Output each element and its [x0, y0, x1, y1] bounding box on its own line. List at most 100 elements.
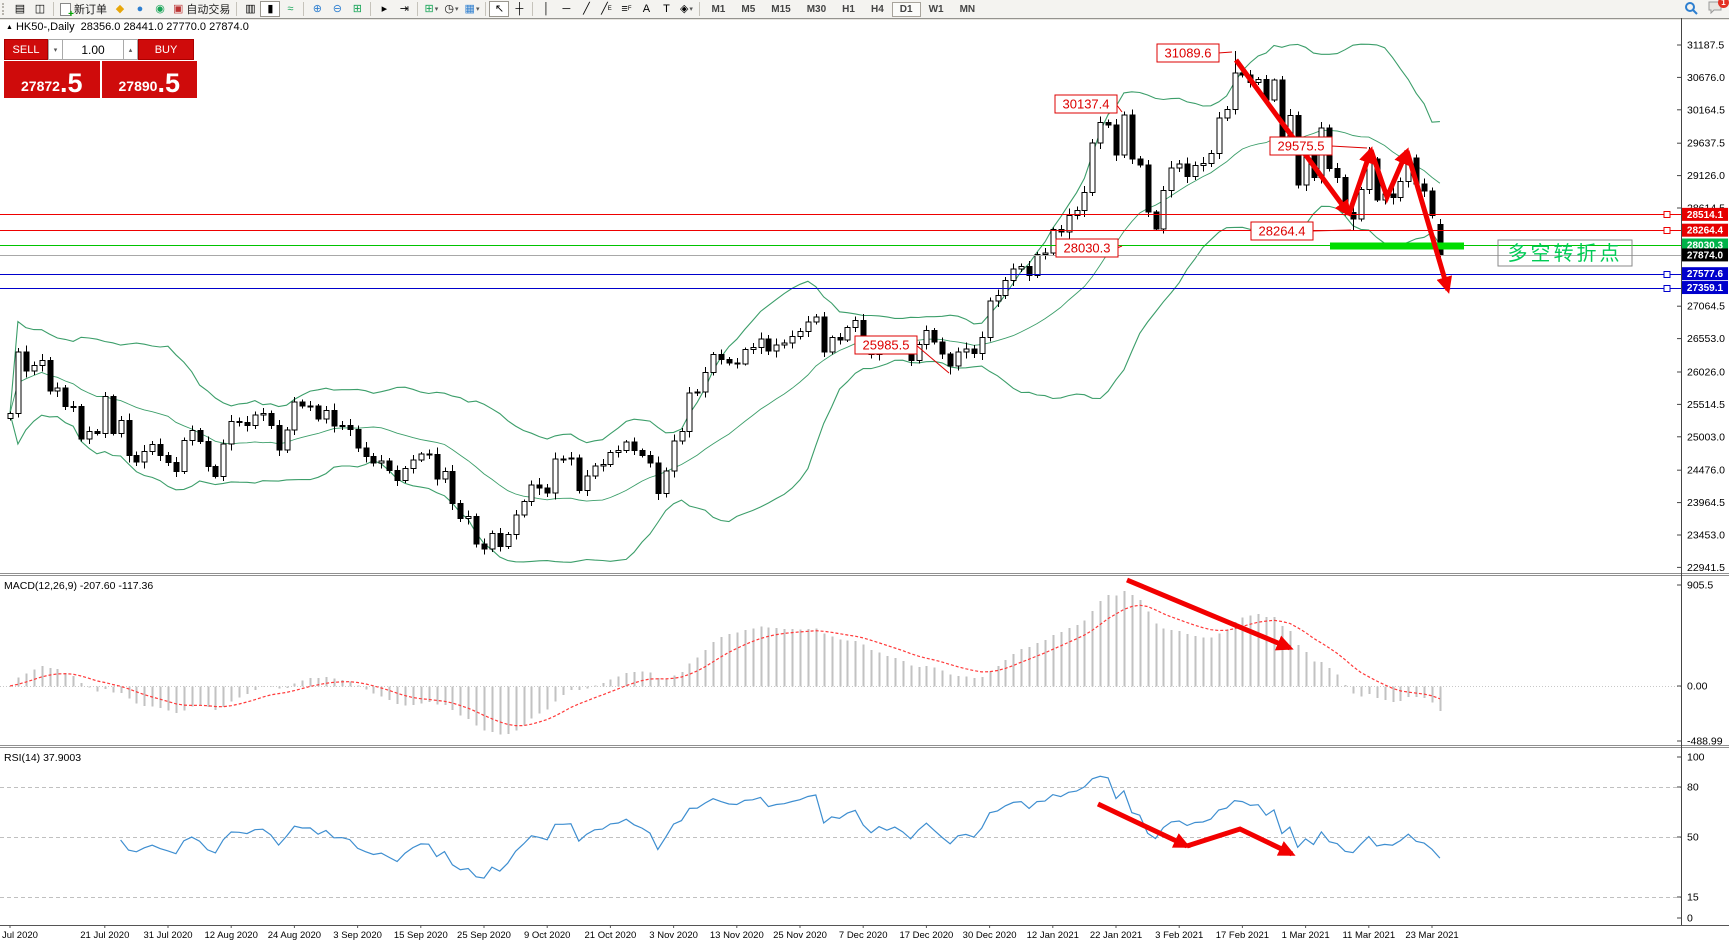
periodicity-button[interactable]: ◷ ▾	[441, 1, 461, 17]
svg-text:29637.5: 29637.5	[1687, 138, 1725, 150]
svg-text:28514.1: 28514.1	[1687, 210, 1724, 221]
timeframe-h4[interactable]: H4	[863, 2, 892, 17]
svg-text:22 Jan 2021: 22 Jan 2021	[1090, 930, 1142, 941]
crosshair-tool-icon[interactable]: ┼	[509, 1, 529, 17]
svg-text:0: 0	[1687, 913, 1693, 925]
svg-text:-488.99: -488.99	[1687, 736, 1723, 748]
rsi-label: RSI(14) 37.9003	[4, 752, 81, 764]
volume-input[interactable]	[63, 39, 123, 60]
toolbar-separator	[370, 2, 372, 16]
svg-text:25 Sep 2020: 25 Sep 2020	[457, 930, 511, 941]
svg-text:23 Mar 2021: 23 Mar 2021	[1405, 930, 1458, 941]
svg-text:24476.0: 24476.0	[1687, 465, 1725, 477]
svg-text:7 Dec 2020: 7 Dec 2020	[839, 930, 888, 941]
cursor-tool-icon[interactable]: ↖	[489, 1, 510, 17]
svg-text:80: 80	[1687, 782, 1699, 794]
support-zone-highlight	[1330, 242, 1464, 250]
svg-text:28264.4: 28264.4	[1687, 226, 1724, 237]
timeframe-w1[interactable]: W1	[921, 2, 952, 17]
timeframe-h1[interactable]: H1	[834, 2, 863, 17]
svg-text:100: 100	[1687, 752, 1705, 764]
timeframe-mn[interactable]: MN	[952, 2, 984, 17]
one-click-trading-panel: SELL ▾ ▴ BUY 27872.5 27890.5	[4, 39, 197, 98]
svg-text:21 Oct 2020: 21 Oct 2020	[585, 930, 637, 941]
candlestick-chart-icon[interactable]: ▮	[260, 1, 281, 17]
price-annotations: 31089.6 30137.4 29575.5 28264.4 28030.3 25985…	[854, 43, 1368, 374]
svg-text:26026.0: 26026.0	[1687, 366, 1725, 378]
svg-text:21 Jul 2020: 21 Jul 2020	[80, 930, 129, 941]
print-preview-icon[interactable]: ◫	[30, 1, 50, 17]
svg-text:30676.0: 30676.0	[1687, 72, 1725, 84]
new-chart-button[interactable]: ⊞ ▾	[421, 1, 441, 17]
sell-button[interactable]: SELL	[4, 39, 48, 60]
date-axis: Jul 2020 21 Jul 2020 31 Jul 2020 12 Aug 202…	[2, 925, 1459, 941]
auto-trading-button[interactable]: ▣ 自动交易	[170, 1, 233, 17]
svg-text:12 Aug 2020: 12 Aug 2020	[205, 930, 258, 941]
alerts-icon[interactable]: ◆	[110, 1, 130, 17]
new-order-button[interactable]: + 新订单	[57, 1, 110, 19]
svg-text:27874.0: 27874.0	[1687, 250, 1724, 261]
svg-text:31187.5: 31187.5	[1687, 40, 1724, 52]
note-text: 多空转折点	[1508, 242, 1623, 265]
svg-text:11 Mar 2021: 11 Mar 2021	[1342, 930, 1395, 941]
sell-price[interactable]: 27872.5	[4, 61, 100, 98]
volume-decrease-button[interactable]: ▾	[48, 39, 63, 60]
notifications-icon[interactable]: 1	[1708, 0, 1729, 17]
buy-price[interactable]: 27890.5	[101, 61, 197, 98]
community-icon[interactable]: ●	[130, 1, 150, 17]
timeframe-m30[interactable]: M30	[799, 2, 834, 17]
templates-button[interactable]: ▦ ▾	[462, 1, 483, 17]
svg-text:27359.1: 27359.1	[1687, 283, 1724, 294]
channel-tool-icon[interactable]: ╱ E	[596, 1, 616, 17]
arrows-tool-icon[interactable]: ◈ ▾	[676, 1, 696, 17]
tile-windows-icon[interactable]: ⊞	[347, 1, 367, 17]
main-toolbar: ▤ ◫ + 新订单 ◆ ● ◉ ▣ 自动交易 ▥ ▮ ≈ ⊕ ⊖ ⊞ ▸ ⇥ ⊞…	[0, 0, 1729, 20]
signals-icon[interactable]: ◉	[150, 1, 170, 17]
svg-text:25985.5: 25985.5	[863, 338, 910, 353]
svg-text:31 Jul 2020: 31 Jul 2020	[143, 930, 192, 941]
toolbar-separator	[532, 2, 534, 16]
collapse-triangle-icon[interactable]: ▲	[6, 24, 13, 31]
zoom-in-icon[interactable]: ⊕	[307, 1, 327, 17]
svg-text:23964.5: 23964.5	[1687, 497, 1725, 509]
svg-text:27577.6: 27577.6	[1687, 269, 1724, 280]
svg-text:25003.0: 25003.0	[1687, 431, 1725, 443]
svg-text:0.00: 0.00	[1687, 681, 1708, 693]
rsi-levels	[0, 787, 1681, 898]
svg-text:29126.0: 29126.0	[1687, 170, 1725, 182]
text-label-tool-icon[interactable]: T	[656, 1, 676, 17]
auto-scroll-icon[interactable]: ▸	[374, 1, 394, 17]
svg-text:3 Feb 2021: 3 Feb 2021	[1155, 930, 1203, 941]
svg-text:24 Aug 2020: 24 Aug 2020	[268, 930, 321, 941]
timeframe-m1[interactable]: M1	[703, 2, 733, 17]
new-order-icon: +	[60, 2, 74, 19]
vertical-line-tool-icon[interactable]: │	[536, 1, 556, 17]
chart-canvas[interactable]: 31089.6 30137.4 29575.5 28264.4 28030.3 25985…	[0, 18, 1729, 941]
volume-increase-button[interactable]: ▴	[123, 39, 138, 60]
text-tool-icon[interactable]: A	[636, 1, 656, 17]
toolbar-separator	[699, 2, 701, 16]
svg-text:17 Dec 2020: 17 Dec 2020	[899, 930, 953, 941]
svg-text:1 Mar 2021: 1 Mar 2021	[1282, 930, 1330, 941]
chart-window-icon[interactable]: ▤	[10, 1, 30, 17]
chart-shift-icon[interactable]: ⇥	[394, 1, 414, 17]
buy-button[interactable]: BUY	[138, 39, 194, 60]
chart-symbol-period: HK50-,Daily	[15, 21, 75, 33]
svg-text:28264.4: 28264.4	[1259, 224, 1306, 239]
timeframe-m5[interactable]: M5	[733, 2, 763, 17]
line-chart-icon[interactable]: ≈	[280, 1, 300, 17]
toolbar-separator	[236, 2, 238, 16]
svg-text:13 Nov 2020: 13 Nov 2020	[710, 930, 764, 941]
fibonacci-tool-icon[interactable]: ≡ F	[616, 1, 636, 17]
bar-chart-icon[interactable]: ▥	[240, 1, 260, 17]
toolbar-separator	[53, 2, 54, 16]
svg-text:15: 15	[1687, 892, 1699, 904]
timeframe-m15[interactable]: M15	[763, 2, 798, 17]
horizontal-line-tool-icon[interactable]: ─	[556, 1, 576, 17]
trendline-tool-icon[interactable]: ╱	[576, 1, 596, 17]
svg-text:31089.6: 31089.6	[1165, 46, 1212, 61]
zoom-out-icon[interactable]: ⊖	[327, 1, 347, 17]
timeframe-d1[interactable]: D1	[891, 1, 921, 17]
search-icon[interactable]	[1684, 1, 1698, 18]
